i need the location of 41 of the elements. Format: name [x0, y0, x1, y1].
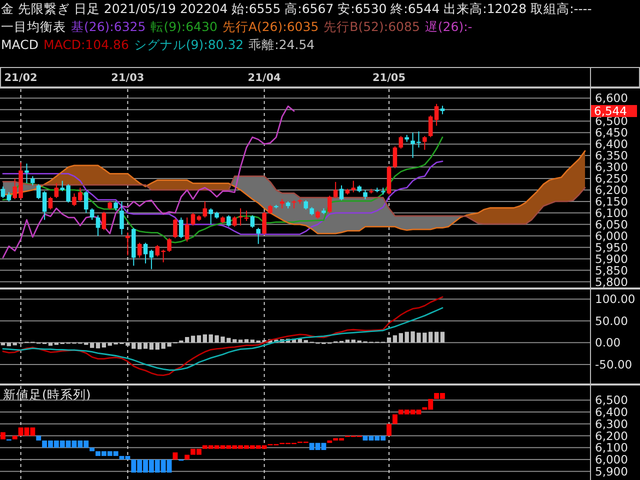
- y-tick-label: 6,400: [595, 137, 628, 152]
- y-tick-label: 6,350: [595, 148, 628, 163]
- y-tick-label: 5,900: [595, 464, 628, 478]
- text: MACD:104.86: [43, 37, 129, 52]
- text: 乖離:24.54: [248, 37, 315, 52]
- y-tick-label: 6,050: [595, 217, 628, 232]
- legend-title: 一目均衡表: [1, 19, 66, 34]
- y-tick-label: 6,500: [595, 393, 628, 408]
- y-tick-label: 5,950: [595, 240, 628, 254]
- y-tick-label: 6,200: [595, 428, 628, 443]
- y-tick-label: 6,000: [595, 228, 628, 243]
- chart-title: 金 先限繋ぎ 日足 2021/05/19 202204 始:6555 高:6567 安:6530 終:6544 出来高:12028 取組高:----: [1, 1, 592, 16]
- y-tick-label: 6,450: [595, 126, 628, 140]
- legend-title: MACD: [1, 37, 38, 52]
- y-tick-label: -50.00: [595, 357, 632, 372]
- x-tick-label: 21/02: [4, 72, 38, 84]
- y-tick-label: 6,600: [595, 91, 628, 106]
- y-tick-label: 5,800: [595, 274, 628, 289]
- y-tick-label: 0.00: [595, 336, 621, 350]
- text: 基(26):6325: [71, 19, 146, 34]
- y-tick-label: 5,850: [595, 263, 628, 278]
- text: 6,544: [594, 104, 627, 118]
- y-tick-label: 6,100: [595, 206, 628, 220]
- y-tick-label: 100.00: [595, 292, 636, 306]
- text: 先行B(52):6085: [324, 19, 420, 34]
- x-tick-label: 21/03: [111, 72, 144, 84]
- chart-title: 新値足(時系列): [3, 387, 91, 402]
- y-tick-label: 6,150: [595, 194, 628, 208]
- y-tick-label: 50.00: [595, 314, 628, 328]
- y-tick-label: 6,100: [595, 440, 628, 455]
- y-tick-label: 6,300: [595, 416, 628, 431]
- y-tick-label: 6,400: [595, 405, 628, 420]
- y-tick-label: 6,000: [595, 452, 628, 467]
- text: 先行A(26):6035: [222, 19, 319, 34]
- text: 遅(26):-: [424, 19, 472, 34]
- y-tick-label: 6,300: [595, 160, 628, 174]
- text: シグナル(9):80.32: [134, 37, 244, 52]
- x-tick-label: 21/04: [248, 72, 281, 84]
- text: 転(9):6430: [150, 19, 218, 34]
- x-tick-label: 21/05: [372, 72, 406, 84]
- y-tick-label: 5,900: [595, 252, 628, 266]
